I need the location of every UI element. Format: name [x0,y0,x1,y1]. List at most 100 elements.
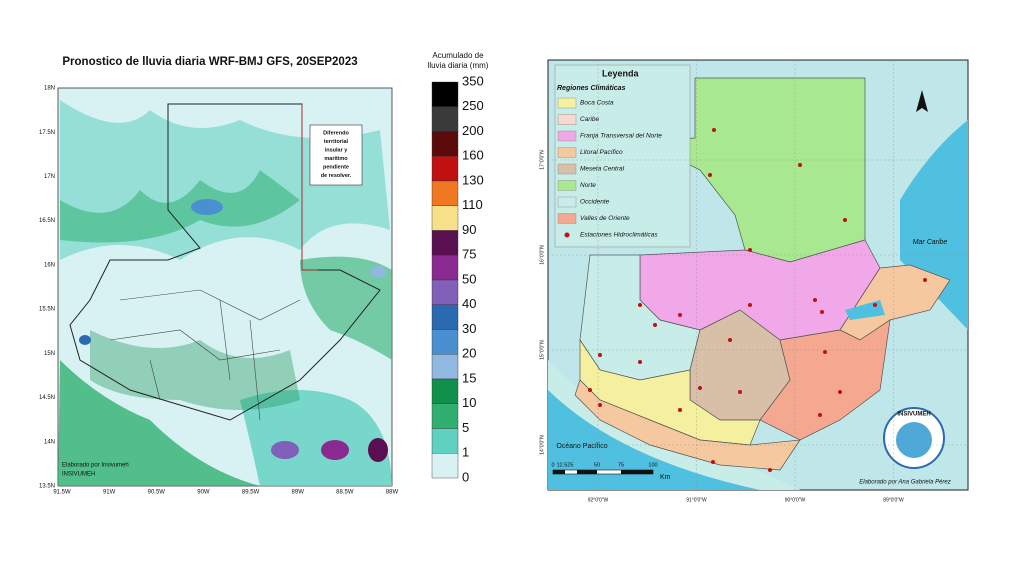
station [798,163,802,167]
lat-tick-label: 14N [44,439,55,445]
colorbar-label: 75 [462,247,476,262]
station [598,353,602,357]
scale-label: 100 [648,462,657,468]
lat-tick-label: 15°0'0"N [539,340,545,360]
colorbar-label: 5 [462,420,469,435]
colorbar-title: Acumulado de [432,51,484,60]
colorbar-label: 250 [462,98,484,113]
lat-tick-label: 17°0'0"N [539,150,545,170]
colorbar-swatch [431,106,459,132]
colorbar-label: 30 [462,321,476,336]
legend-swatch [557,213,577,224]
scale-segment [621,470,653,474]
colorbar-label: 1 [462,445,469,460]
note-line: insular y [325,147,349,153]
department-border [109,289,301,421]
colorbar-swatch [431,131,459,157]
lon-tick-label: 88.5W [336,490,354,496]
caribbean-sea [900,120,968,330]
station [588,388,592,392]
colorbar-label: 130 [462,172,484,187]
colorbar-label: 90 [462,222,476,237]
legend-swatch [557,147,577,158]
colorbar-swatch [431,354,459,380]
lat-tick-label: 18N [44,86,55,92]
legend: Boca Costa Caribe Franja Transversal del N… [557,97,662,239]
rain-cell [368,438,388,462]
sea-label: Océano Pacífico [556,443,607,450]
station [768,468,772,472]
colorbar-swatch [431,304,459,330]
lat-tick-label: 14.5N [39,395,55,401]
rain-area [240,390,392,486]
lat-tick-label: 16°0'0"N [539,245,545,265]
legend-swatch [557,196,577,208]
legend-subtitle: Regiones Climáticas [557,85,626,92]
lon-tick-label: 90W [197,490,210,496]
colorbar-label: 15 [462,370,476,385]
colorbar-label: 10 [462,395,476,410]
colorbar-swatch [431,205,459,231]
note-line: Diferendo [323,130,349,136]
station [748,303,752,307]
scale-label: 50 [594,462,600,468]
station [820,310,824,314]
rain-map: Diferendo territorial insular y marítimo pen… [57,87,393,487]
note-line: pendiente [323,164,349,170]
legend-box [554,64,691,248]
colorbar-title: lluvia diaria (mm) [428,61,489,70]
colorbar: Acumulado de lluvia diaria (mm) 350 250 20… [428,51,489,484]
lat-tick-label: 17N [44,174,55,180]
region-litoral [574,379,801,471]
station [818,413,822,417]
rain-area [60,170,300,243]
rain-cell [370,266,386,278]
station [843,218,847,222]
legend-label: Estaciones Hidroclimáticas [580,232,658,239]
legend-label: Franja Transversal del Norte [580,133,662,140]
lon-tick-label: 88W [386,490,399,496]
station [711,460,715,464]
colorbar-label: 40 [462,296,476,311]
legend-swatch [557,180,577,191]
legend-swatch [557,97,577,109]
lon-tick-label: 91°0'0"W [686,497,707,503]
legend-swatch [557,114,577,125]
climate-axes: 92°0'0"W 91°0'0"W 90°0'0"W 89°0'0"W 17°0'0"N… [539,60,968,503]
credit: Elaborado por Insivumeh [62,463,129,469]
credit: Elaborado por Ana Gabriela Pérez [859,480,951,486]
colorbar-swatch [431,180,459,206]
country-border [69,103,381,421]
climate-map: Mar Caribe Océano Pacífico Leyenda Regio… [547,59,969,491]
lat-tick-label: 15.5N [39,307,55,313]
colorbar-label: 350 [462,73,484,88]
scale-label: 0 [551,462,554,468]
station [838,390,842,394]
colorbar-swatch [431,279,459,305]
lat-tick-label: 15N [44,351,55,357]
legend-label: Meseta Central [580,166,625,173]
legend-station [564,232,570,238]
note-line: marítimo [324,156,348,162]
colorbar-label: 0 [462,469,469,484]
rain-area [90,330,300,410]
colorbar-swatch [431,255,459,281]
stations [588,128,927,472]
lon-tick-label: 89.5W [242,490,260,496]
logo-emblem [896,422,932,458]
colorbar-label: 50 [462,271,476,286]
station [712,128,716,132]
station [873,303,877,307]
colorbar-swatch [431,81,459,107]
logo-text: INSIVUMEH [897,412,930,418]
lat-tick-label: 16N [44,262,55,268]
legend-label: Caribe [580,116,600,123]
station [678,313,682,317]
legend-swatch [557,130,577,142]
lat-tick-label: 17.5N [39,130,55,136]
legend-label: Litoral Pacífico [580,149,623,156]
credit: INSIVUMEH [62,472,95,478]
colorbar-swatch [431,378,459,404]
station [708,173,712,177]
